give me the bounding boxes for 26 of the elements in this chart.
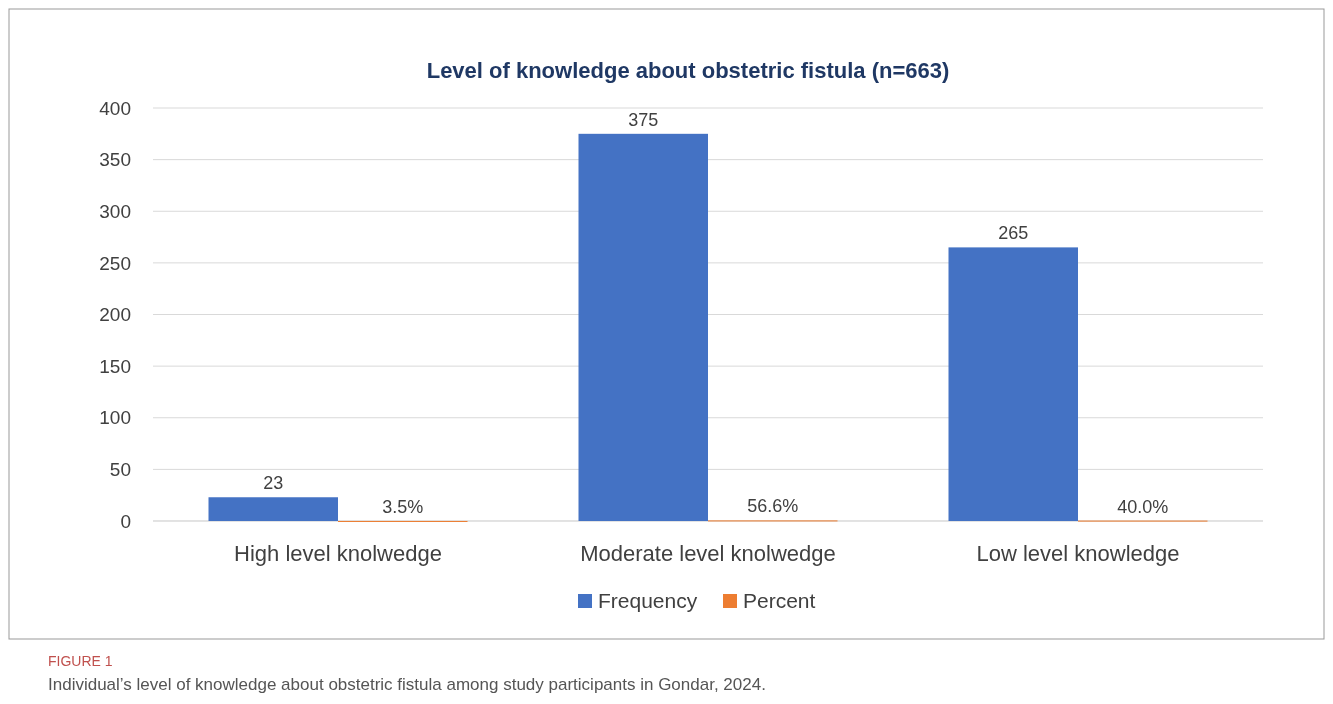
y-tick-label: 250 bbox=[99, 252, 131, 274]
y-tick-label: 300 bbox=[99, 200, 131, 222]
bar bbox=[208, 497, 338, 521]
legend-label: Frequency bbox=[598, 589, 698, 613]
data-label: 40.0% bbox=[1117, 496, 1169, 517]
y-tick-label: 400 bbox=[99, 97, 131, 119]
chart-title: Level of knowledge about obstetric fistula (n=663) bbox=[426, 58, 950, 83]
y-tick-label: 350 bbox=[99, 149, 131, 171]
y-tick-label: 200 bbox=[99, 304, 131, 326]
x-tick-label: Moderate level knolwedge bbox=[580, 541, 836, 566]
data-label: 23 bbox=[263, 473, 284, 494]
data-label: 265 bbox=[998, 223, 1029, 244]
bar bbox=[578, 133, 708, 521]
data-label: 375 bbox=[628, 109, 659, 130]
bar bbox=[948, 247, 1078, 521]
data-label: 56.6% bbox=[747, 496, 799, 517]
y-tick-label: 50 bbox=[109, 459, 131, 481]
x-tick-label: High level knolwedge bbox=[234, 541, 442, 566]
x-tick-label: Low level knowledge bbox=[976, 541, 1180, 566]
data-label: 3.5% bbox=[382, 496, 424, 517]
y-tick-label: 150 bbox=[99, 355, 131, 377]
caption: FIGURE 1 bbox=[48, 653, 113, 669]
y-tick-label: 100 bbox=[99, 407, 131, 429]
text: Individual’s level of knowledge about obstetric fistula among study participants in Gondar, 2024. bbox=[48, 675, 766, 694]
y-tick-label: 0 bbox=[120, 510, 131, 532]
legend-label: Percent bbox=[743, 589, 816, 613]
